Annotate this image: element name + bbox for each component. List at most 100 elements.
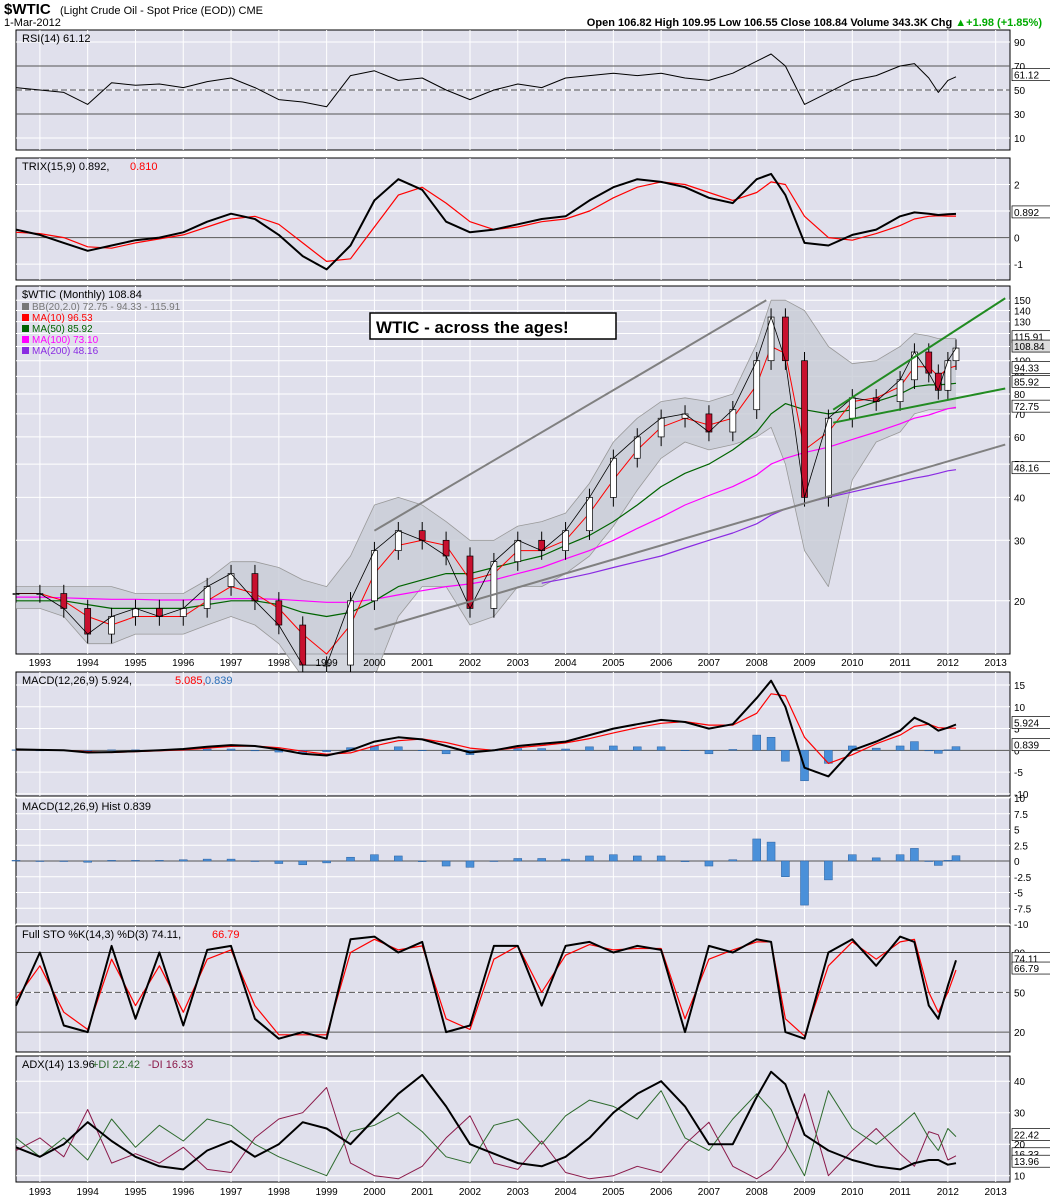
price-candle-body	[514, 539, 522, 563]
rsi-title: RSI(14) 61.12	[22, 33, 90, 45]
ma50-line	[16, 382, 957, 618]
price-year-label: 1999	[316, 658, 339, 669]
price-year-label: 2002	[459, 658, 482, 669]
price-tick-label: 80	[1014, 390, 1026, 401]
adx-year-label: 2010	[841, 1187, 864, 1198]
price-year-label: 2012	[937, 658, 960, 669]
adx-year-label: 2011	[889, 1187, 911, 1198]
macd-line	[15, 679, 957, 778]
adx-minus-di-label: -DI 16.33	[148, 1059, 193, 1071]
price-right-label: 48.16	[1014, 464, 1039, 475]
macd-hist-panel-bar	[322, 860, 331, 864]
macd-hist-tick-label: -7.5	[1014, 904, 1032, 915]
adx-year-label: 2007	[698, 1187, 721, 1198]
adx-year-label: 2013	[985, 1187, 1008, 1198]
value-tag-box	[1011, 339, 1050, 353]
macd-hist-bar	[202, 748, 212, 751]
macd-hist-panel-bar	[895, 854, 905, 862]
macd-panel	[15, 671, 1011, 797]
trix-tick-label: 2	[1014, 181, 1020, 192]
macd-hist-panel-bar	[781, 860, 790, 877]
value-tag-box	[1011, 461, 1050, 475]
description-text: (Light Crude Oil - Spot Price (EOD))	[60, 5, 236, 17]
macd-right-label: 0.839	[1014, 741, 1039, 752]
price-right-label: 115.91	[1014, 333, 1044, 344]
adx-right-label: 22.42	[1014, 1131, 1039, 1142]
macd-hist-bar	[656, 746, 666, 751]
macd-hist-panel-bar	[766, 841, 776, 862]
price-year-label: 2003	[507, 658, 530, 669]
macd-hist-bar	[513, 748, 523, 751]
macd-hist-panel-bar	[179, 859, 188, 862]
price-candle-body	[108, 616, 115, 635]
macd-hist-tick-label: -5	[1014, 889, 1023, 900]
adx-year-label: 1998	[268, 1187, 291, 1198]
macd-hist-panel-bar	[394, 855, 403, 862]
change-text: +1.98 (+1.85%)	[966, 17, 1042, 29]
price-tick-label: 40	[1014, 493, 1026, 504]
price-candle-body	[203, 586, 211, 609]
rsi-line	[15, 53, 957, 108]
trix-panel	[15, 157, 1011, 281]
price-candle-body	[490, 561, 498, 609]
trix-signal-line	[15, 181, 956, 262]
macd-hist-bar	[609, 745, 618, 751]
adx-year-label: 1995	[124, 1187, 147, 1198]
value-tag-box	[1011, 205, 1050, 219]
macd-hist-panel-bar	[35, 860, 45, 862]
value-tag-box	[1011, 961, 1050, 975]
price-candle-body	[562, 530, 569, 551]
macd-hist-panel-bar	[155, 860, 164, 862]
adx-right-label: 13.96	[1014, 1157, 1039, 1168]
rsi-tick-label: 70	[1014, 62, 1026, 73]
adx-plus-di-line	[15, 1090, 957, 1177]
macd-hist-panel-bar	[298, 860, 307, 866]
macd-hist-panel-bar	[441, 860, 451, 867]
adx-year-label: 2012	[937, 1187, 960, 1198]
legend-swatch	[22, 336, 29, 343]
price-trendline	[832, 297, 1006, 411]
macd-hist-panel-bar	[752, 838, 761, 862]
legend-label: BB(20,2.0) 72.75 - 94.33 - 115.91	[32, 302, 181, 313]
price-year-label: 1996	[172, 658, 195, 669]
price-candle-body	[275, 600, 283, 626]
macd-hist-bar	[824, 750, 833, 764]
macd-hist-panel-bar	[934, 860, 943, 866]
sto-right-label: 74.11	[1014, 954, 1039, 965]
value-tag-box	[1011, 1128, 1050, 1141]
change-value: ▲+1.98 (+1.85%)	[955, 17, 1042, 29]
price-year-label: 2011	[889, 658, 911, 669]
bollinger-band-fill	[16, 300, 956, 705]
price-candle-body	[418, 530, 426, 541]
price-tick-label: 70	[1014, 410, 1026, 421]
price-year-label: 2008	[746, 658, 769, 669]
value-tag-box	[1011, 399, 1050, 413]
macd-hist-panel-bar	[370, 854, 379, 862]
macd-hist-panel-bar	[585, 855, 594, 862]
macd-hist-panel-bar	[800, 860, 809, 906]
quote-text: Open 106.82 High 109.95 Low 106.55 Close…	[586, 17, 956, 29]
price-year-label: 2009	[793, 658, 816, 669]
price-year-label: 1993	[29, 658, 52, 669]
price-candle-body	[394, 530, 402, 551]
quote-summary: Open 106.82 High 109.95 Low 106.55 Close…	[587, 17, 1042, 29]
sto-k-line	[15, 935, 957, 1040]
adx-tick-label: 30	[1014, 1109, 1026, 1120]
price-tick-label: 60	[1014, 433, 1026, 444]
value-tag-box	[1011, 738, 1050, 752]
price-candle-body	[610, 457, 617, 498]
price-tick-label: 130	[1014, 318, 1031, 329]
price-year-label: 2006	[650, 658, 673, 669]
adx-tick-label: 10	[1014, 1172, 1026, 1183]
price-year-label: 2004	[554, 658, 577, 669]
legend-swatch	[22, 325, 29, 332]
price-candle-body	[60, 593, 68, 609]
price-right-label: 85.92	[1014, 377, 1039, 388]
price-candle-body	[657, 417, 665, 438]
price-candle-body	[729, 409, 737, 433]
adx-line	[15, 1070, 957, 1171]
macd-hist-panel-bar	[417, 860, 427, 862]
trix-signal-value: 0.810	[130, 161, 158, 173]
legend-label: MA(100) 73.10	[32, 335, 99, 346]
price-right-label: 94.33	[1014, 363, 1039, 374]
